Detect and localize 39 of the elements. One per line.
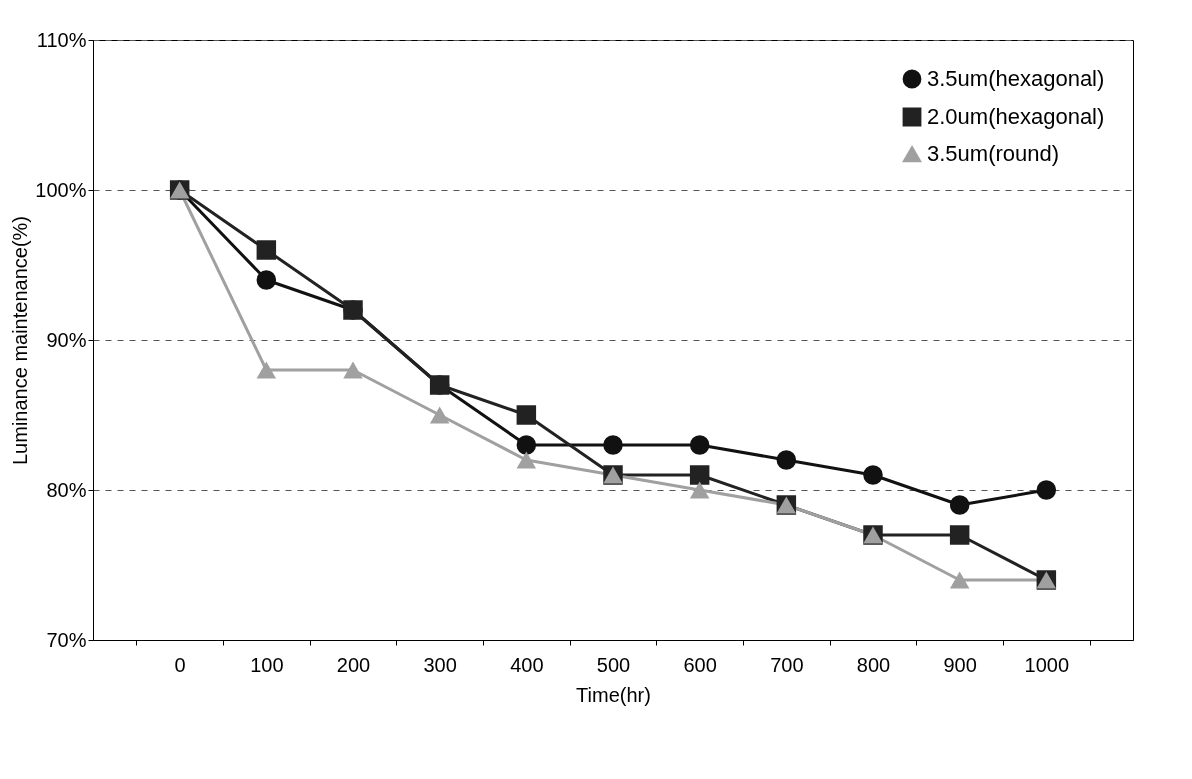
x-tick-label: 600 — [683, 653, 717, 676]
x-axis-title: Time(hr) — [576, 683, 651, 706]
x-tick-label: 700 — [770, 653, 804, 676]
x-tick-label: 800 — [856, 653, 891, 676]
point — [949, 571, 970, 589]
point — [689, 481, 710, 499]
x-tick-label: 500 — [596, 653, 631, 676]
x-tick-label: 300 — [423, 653, 457, 676]
point — [516, 435, 537, 455]
legend-label: 3.5um(round) — [927, 141, 1060, 166]
x-tick-label: 100 — [250, 653, 284, 676]
y-tick-label: 80% — [46, 478, 87, 501]
y-tick-label: 110% — [36, 28, 87, 51]
point — [1036, 480, 1057, 500]
y-tick-label: 70% — [46, 628, 87, 651]
point — [256, 240, 277, 260]
point — [516, 405, 537, 425]
x-tick-label: 200 — [336, 653, 371, 676]
point — [516, 451, 537, 469]
point — [343, 361, 363, 379]
x-tick-label: 400 — [510, 653, 544, 676]
point — [256, 270, 277, 290]
point — [863, 465, 883, 485]
point — [256, 361, 277, 379]
point — [689, 465, 710, 485]
point — [949, 525, 970, 545]
y-axis-title: Luminance maintenance(%) — [9, 215, 32, 466]
point — [429, 406, 450, 424]
x-tick-label: 1000 — [1024, 653, 1070, 676]
y-tick-label: 90% — [46, 328, 87, 351]
point — [949, 495, 970, 515]
point — [689, 435, 710, 455]
point — [776, 450, 797, 470]
point — [603, 435, 623, 455]
x-tick-label: 900 — [943, 653, 977, 676]
legend-label: 2.0um(hexagonal) — [927, 104, 1105, 129]
y-tick-label: 100% — [35, 178, 87, 201]
x-tick-label: 0 — [174, 653, 186, 676]
legend-label: 3.5um(hexagonal) — [927, 66, 1105, 91]
